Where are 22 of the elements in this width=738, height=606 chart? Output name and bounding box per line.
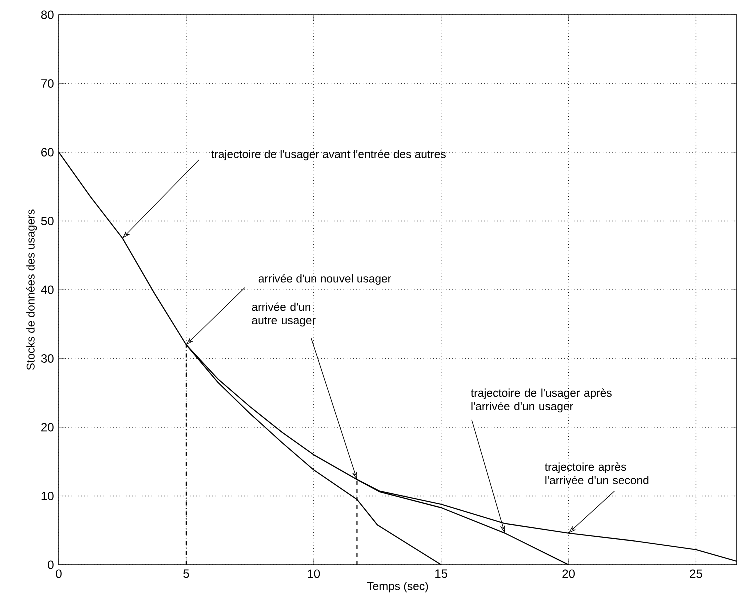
x-axis-title: Temps (sec) <box>367 582 428 593</box>
x-tick-label: 10 <box>308 570 320 578</box>
annotation: trajectoire de l'usager après l'arrivée d'un usager <box>471 388 612 413</box>
annotation: trajectoire après l'arrivée d'un second <box>545 462 649 484</box>
y-tick-label: 30 <box>41 354 54 363</box>
x-tick-label: 15 <box>436 570 448 578</box>
y-tick-label: 10 <box>42 492 54 500</box>
x-tick-label: 5 <box>184 570 190 578</box>
y-tick-label: 60 <box>42 148 54 157</box>
x-tick-label: 20 <box>562 570 575 578</box>
y-axis-title: Stocks de données des usagers <box>26 210 38 370</box>
x-tick-label: 0 <box>56 570 62 578</box>
y-tick-label: 50 <box>41 216 54 226</box>
x-tick-label: 25 <box>690 570 702 578</box>
y-tick-label: 70 <box>42 79 54 88</box>
annotation: trajectoire de l'usager avant l'entrée des autres <box>212 150 446 161</box>
y-tick-label: 20 <box>42 423 54 432</box>
y-tick-label: 40 <box>41 286 54 294</box>
annotation: arrivée d'un autre usager <box>252 302 316 327</box>
y-tick-label: 0 <box>48 560 54 570</box>
y-tick-label: 80 <box>41 10 54 20</box>
annotation: arrivée d'un nouvel usager <box>258 274 392 286</box>
